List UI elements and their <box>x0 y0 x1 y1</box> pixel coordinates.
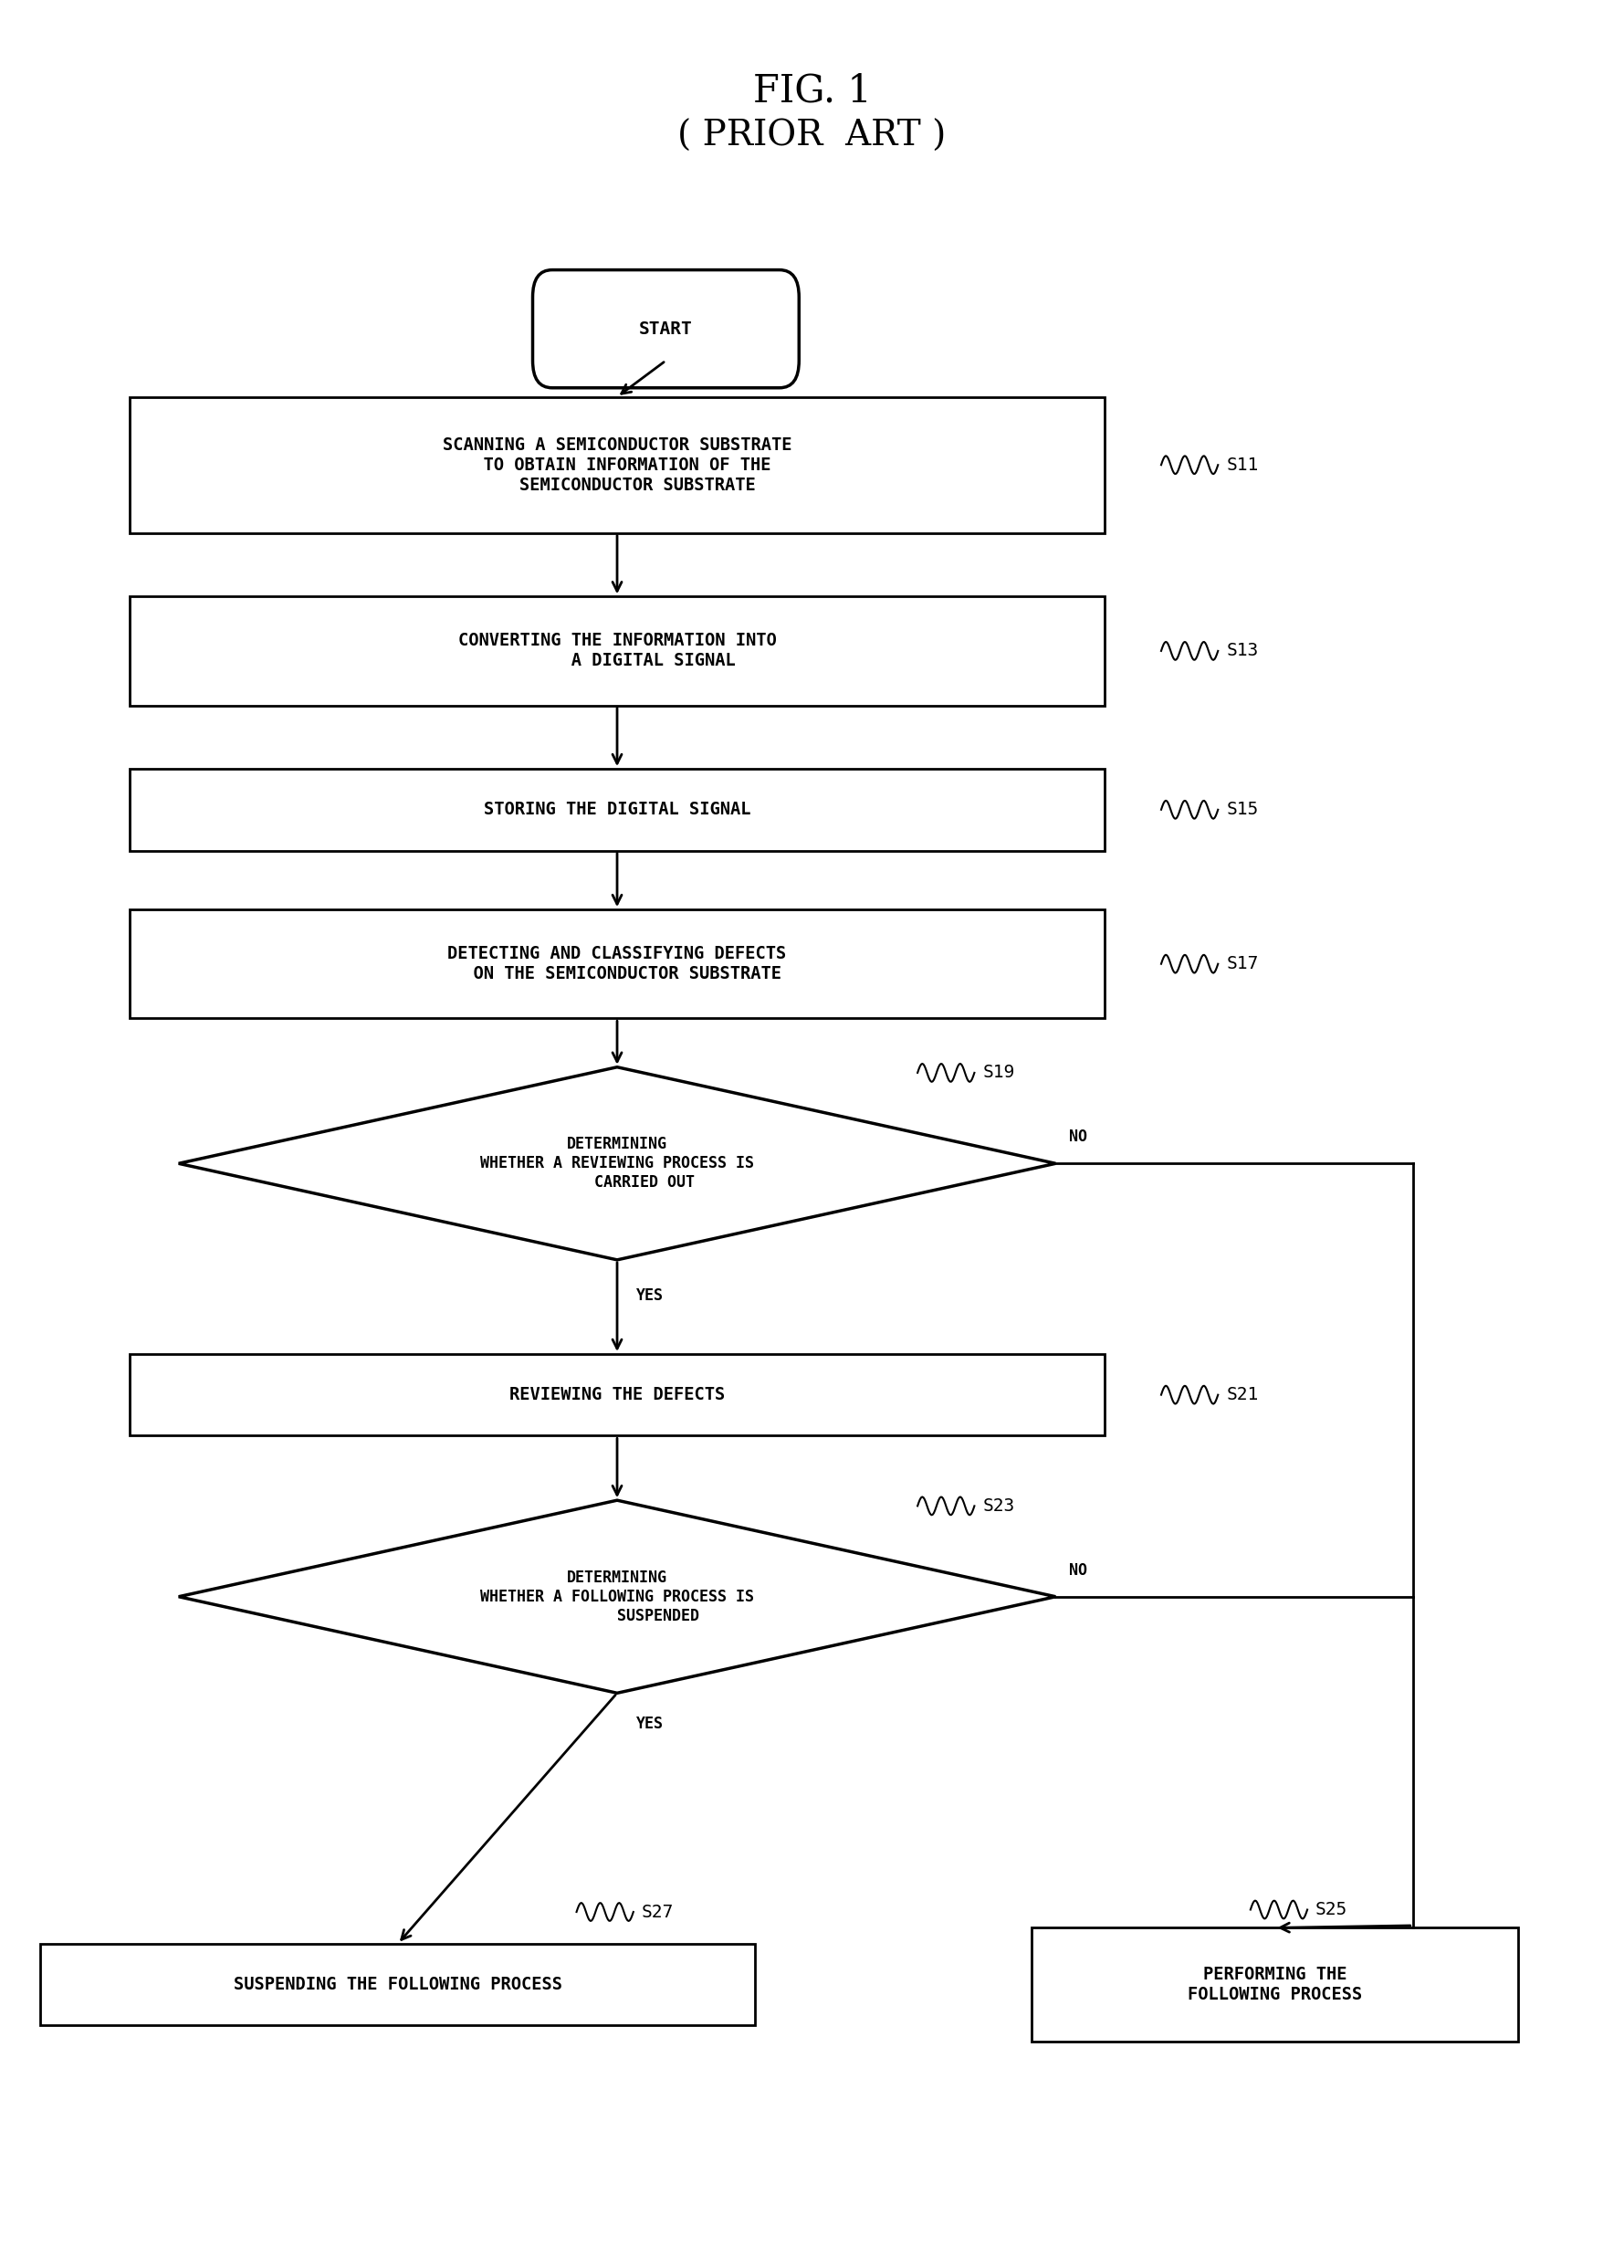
Bar <box>130 596 1104 705</box>
Text: S25: S25 <box>1315 1901 1348 1919</box>
Text: YES: YES <box>637 1715 664 1733</box>
Text: S11: S11 <box>1226 456 1259 474</box>
Bar <box>41 1944 755 2025</box>
Text: S21: S21 <box>1226 1386 1259 1404</box>
Text: DETERMINING
WHETHER A REVIEWING PROCESS IS
      CARRIED OUT: DETERMINING WHETHER A REVIEWING PROCESS … <box>481 1136 754 1191</box>
Text: YES: YES <box>637 1288 664 1304</box>
Bar <box>130 909 1104 1018</box>
Text: NO: NO <box>1069 1129 1086 1145</box>
Text: START: START <box>638 320 693 338</box>
Text: FIG. 1: FIG. 1 <box>754 73 870 109</box>
Bar <box>130 397 1104 533</box>
Text: CONVERTING THE INFORMATION INTO
       A DIGITAL SIGNAL: CONVERTING THE INFORMATION INTO A DIGITA… <box>458 633 776 669</box>
Polygon shape <box>179 1501 1056 1692</box>
Text: REVIEWING THE DEFECTS: REVIEWING THE DEFECTS <box>510 1386 724 1404</box>
Text: S15: S15 <box>1226 801 1259 819</box>
Text: PERFORMING THE
FOLLOWING PROCESS: PERFORMING THE FOLLOWING PROCESS <box>1187 1966 1363 2003</box>
Text: ( PRIOR  ART ): ( PRIOR ART ) <box>677 120 947 152</box>
FancyBboxPatch shape <box>533 270 799 388</box>
Polygon shape <box>179 1068 1056 1261</box>
Bar <box>1031 1928 1518 2041</box>
Text: S23: S23 <box>983 1497 1015 1515</box>
Text: S27: S27 <box>641 1903 674 1921</box>
Bar <box>130 1354 1104 1436</box>
Text: S17: S17 <box>1226 955 1259 973</box>
Text: S19: S19 <box>983 1064 1015 1082</box>
Text: DETECTING AND CLASSIFYING DEFECTS
  ON THE SEMICONDUCTOR SUBSTRATE: DETECTING AND CLASSIFYING DEFECTS ON THE… <box>448 946 786 982</box>
Bar <box>130 769 1104 850</box>
Text: SUSPENDING THE FOLLOWING PROCESS: SUSPENDING THE FOLLOWING PROCESS <box>234 1975 562 1994</box>
Text: S13: S13 <box>1226 642 1259 660</box>
Text: STORING THE DIGITAL SIGNAL: STORING THE DIGITAL SIGNAL <box>484 801 750 819</box>
Text: NO: NO <box>1069 1563 1086 1579</box>
Text: DETERMINING
WHETHER A FOLLOWING PROCESS IS
         SUSPENDED: DETERMINING WHETHER A FOLLOWING PROCESS … <box>481 1569 754 1624</box>
Text: SCANNING A SEMICONDUCTOR SUBSTRATE
  TO OBTAIN INFORMATION OF THE
    SEMICONDUC: SCANNING A SEMICONDUCTOR SUBSTRATE TO OB… <box>442 435 793 494</box>
